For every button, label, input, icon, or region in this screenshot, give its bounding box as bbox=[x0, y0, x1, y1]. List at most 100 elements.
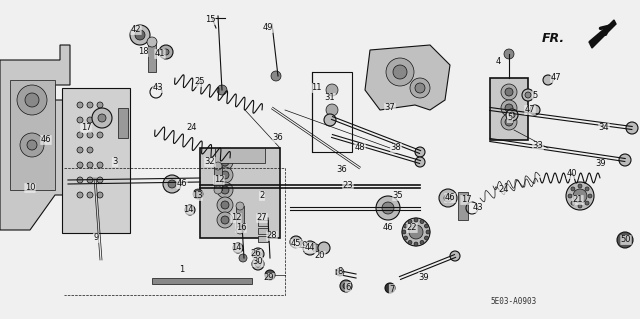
Circle shape bbox=[444, 194, 452, 202]
Circle shape bbox=[324, 114, 336, 126]
Text: 5E03-A0903: 5E03-A0903 bbox=[490, 297, 536, 306]
Circle shape bbox=[221, 201, 229, 209]
Bar bbox=[236, 206, 244, 230]
Circle shape bbox=[98, 114, 106, 122]
Text: 39: 39 bbox=[596, 160, 606, 168]
Circle shape bbox=[217, 182, 233, 198]
Bar bbox=[148, 40, 156, 72]
Bar bbox=[62, 88, 130, 233]
Text: 2: 2 bbox=[259, 191, 264, 201]
Circle shape bbox=[252, 248, 264, 260]
Text: 43: 43 bbox=[473, 204, 483, 212]
Circle shape bbox=[77, 162, 83, 168]
Circle shape bbox=[408, 241, 412, 244]
Text: 19: 19 bbox=[297, 241, 307, 250]
Circle shape bbox=[382, 202, 394, 214]
Text: 49: 49 bbox=[263, 24, 273, 33]
Circle shape bbox=[588, 194, 592, 198]
Text: 31: 31 bbox=[324, 93, 335, 102]
Circle shape bbox=[326, 104, 338, 116]
Circle shape bbox=[409, 225, 423, 239]
Text: 45: 45 bbox=[291, 240, 301, 249]
Circle shape bbox=[312, 244, 320, 252]
Circle shape bbox=[414, 218, 418, 222]
Circle shape bbox=[504, 49, 514, 59]
Text: 28: 28 bbox=[267, 232, 277, 241]
Circle shape bbox=[214, 162, 222, 170]
Text: 13: 13 bbox=[192, 191, 202, 201]
Text: 29: 29 bbox=[264, 273, 275, 283]
Polygon shape bbox=[365, 45, 450, 110]
Text: 20: 20 bbox=[315, 251, 325, 261]
Circle shape bbox=[336, 268, 344, 276]
Circle shape bbox=[239, 254, 247, 262]
Bar bbox=[200, 148, 280, 238]
Text: 24: 24 bbox=[187, 123, 197, 132]
Text: 12: 12 bbox=[231, 213, 241, 222]
Circle shape bbox=[505, 88, 513, 96]
Text: 44: 44 bbox=[305, 243, 316, 253]
Circle shape bbox=[585, 201, 589, 205]
Text: 50: 50 bbox=[621, 235, 631, 244]
Circle shape bbox=[221, 216, 229, 224]
Circle shape bbox=[265, 270, 275, 280]
Circle shape bbox=[626, 122, 638, 134]
Text: 11: 11 bbox=[311, 84, 321, 93]
Text: 12: 12 bbox=[214, 175, 224, 184]
Text: 8: 8 bbox=[337, 268, 342, 277]
Circle shape bbox=[20, 133, 44, 157]
Circle shape bbox=[135, 30, 145, 40]
Circle shape bbox=[217, 154, 233, 170]
Circle shape bbox=[506, 109, 518, 121]
Circle shape bbox=[97, 102, 103, 108]
Circle shape bbox=[77, 177, 83, 183]
Circle shape bbox=[424, 236, 428, 240]
Circle shape bbox=[221, 171, 229, 179]
Bar bbox=[258, 236, 268, 242]
Circle shape bbox=[525, 92, 531, 98]
Text: 17: 17 bbox=[81, 123, 92, 132]
Text: 36: 36 bbox=[273, 133, 284, 143]
Text: 6: 6 bbox=[346, 283, 351, 292]
Polygon shape bbox=[590, 20, 616, 48]
Text: 42: 42 bbox=[131, 26, 141, 34]
Circle shape bbox=[87, 147, 93, 153]
Circle shape bbox=[571, 187, 575, 191]
Text: 46: 46 bbox=[383, 224, 394, 233]
Circle shape bbox=[617, 232, 633, 248]
Text: 27: 27 bbox=[257, 213, 268, 222]
Circle shape bbox=[27, 140, 37, 150]
Circle shape bbox=[252, 258, 264, 270]
Circle shape bbox=[163, 49, 169, 55]
Circle shape bbox=[87, 117, 93, 123]
Circle shape bbox=[424, 224, 428, 228]
Circle shape bbox=[77, 192, 83, 198]
Circle shape bbox=[97, 177, 103, 183]
Circle shape bbox=[77, 147, 83, 153]
Circle shape bbox=[415, 83, 425, 93]
Circle shape bbox=[87, 132, 93, 138]
Text: 16: 16 bbox=[236, 224, 246, 233]
Circle shape bbox=[236, 202, 244, 210]
Circle shape bbox=[385, 283, 395, 293]
Circle shape bbox=[163, 175, 181, 193]
Circle shape bbox=[426, 230, 430, 234]
Text: 41: 41 bbox=[155, 49, 165, 58]
Circle shape bbox=[87, 177, 93, 183]
Circle shape bbox=[501, 84, 517, 100]
Text: 33: 33 bbox=[532, 142, 543, 151]
Text: 39: 39 bbox=[419, 272, 429, 281]
Text: 40: 40 bbox=[567, 169, 577, 179]
Text: 38: 38 bbox=[390, 144, 401, 152]
Circle shape bbox=[221, 186, 229, 194]
Circle shape bbox=[290, 236, 302, 248]
Circle shape bbox=[505, 104, 513, 112]
Circle shape bbox=[450, 251, 460, 261]
Text: 14: 14 bbox=[183, 205, 193, 214]
Circle shape bbox=[326, 84, 338, 96]
Text: 10: 10 bbox=[25, 183, 35, 192]
Circle shape bbox=[414, 242, 418, 246]
Circle shape bbox=[530, 105, 540, 115]
Circle shape bbox=[573, 189, 587, 203]
Text: 36: 36 bbox=[337, 166, 348, 174]
